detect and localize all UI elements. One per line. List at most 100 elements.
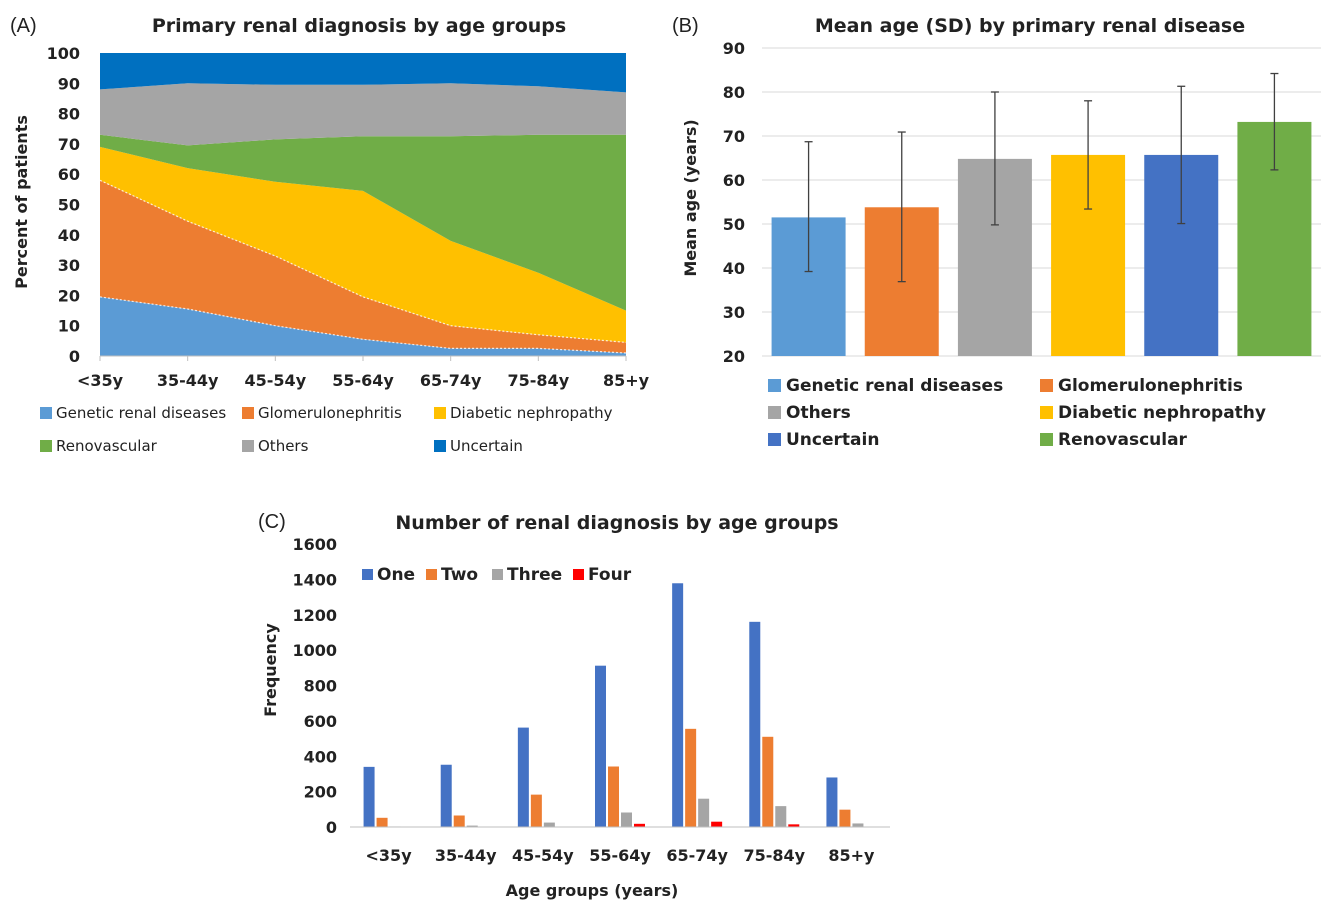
legend-swatch-renovascular — [1040, 433, 1053, 446]
panel-a-letter: (A) — [10, 15, 37, 37]
bar-two-85-y — [839, 809, 851, 827]
y-tick-label: 20 — [723, 347, 745, 366]
panel-a-legend: Genetic renal diseases Glomerulonephritis… — [40, 404, 613, 455]
legend-swatch-genetic-renal-diseases — [40, 407, 52, 419]
panel-a: (A) Primary renal diagnosis by age group… — [10, 15, 650, 455]
bar-two-75-84y — [762, 736, 774, 827]
area-renovascular — [100, 134, 626, 311]
legend-label-four: Four — [588, 565, 632, 585]
legend-swatch-four — [573, 569, 584, 580]
x-tick-label: 55-64y — [332, 371, 394, 390]
legend-swatch-others — [768, 406, 781, 419]
panel-a-x-ticks: <35y 35-44y 45-54y 55-64y 65-74y 75-84y 85+y — [77, 356, 650, 390]
area-diabetic-nephropathy — [100, 146, 626, 343]
bar-four-65-74y — [711, 821, 723, 827]
panel-a-areas — [99, 53, 627, 357]
bar-three-75-84y — [775, 806, 787, 827]
y-tick-label: 20 — [58, 286, 80, 305]
area-genetic-renal-diseases — [100, 296, 626, 356]
y-tick-label: 1600 — [292, 535, 337, 554]
bar-one-75-84y — [749, 621, 761, 827]
x-tick-label: 75-84y — [508, 371, 570, 390]
panel-c-y-ticks: 0 200 400 600 800 1000 1200 1400 1600 — [292, 535, 337, 837]
area-others — [100, 83, 626, 146]
panel-c-legend: One Two Three Four — [362, 565, 632, 585]
bar-three-85-y — [852, 823, 864, 827]
x-tick-label: 85+y — [603, 371, 650, 390]
y-tick-label: 70 — [723, 127, 745, 146]
x-tick-label: 35-44y — [157, 371, 219, 390]
bar-three-65-74y — [698, 798, 710, 827]
legend-label-one: One — [377, 565, 415, 585]
legend-swatch-three — [492, 569, 503, 580]
legend-label-glomerulonephritis: Glomerulonephritis — [258, 404, 402, 422]
bar-two-35y — [376, 817, 388, 827]
bar-three-45-54y — [543, 822, 555, 827]
y-tick-label: 50 — [58, 196, 80, 215]
x-tick-label: 85+y — [828, 846, 875, 865]
separator-genetic-renal-diseases — [99, 296, 627, 354]
y-tick-label: 90 — [723, 39, 745, 58]
panel-b-letter: (B) — [672, 15, 699, 37]
separator-glomerulonephritis — [99, 179, 627, 343]
legend-swatch-genetic-renal-diseases — [768, 379, 781, 392]
legend-label-two: Two — [441, 565, 478, 585]
bar-two-55-64y — [608, 766, 619, 827]
bar-two-35-44y — [453, 815, 465, 827]
bar-one-85-y — [826, 777, 838, 827]
legend-swatch-one — [362, 569, 373, 580]
legend-swatch-others — [242, 440, 254, 452]
panel-b-gridlines — [762, 47, 1321, 357]
legend-swatch-uncertain — [768, 433, 781, 446]
y-tick-label: 0 — [69, 347, 80, 366]
bar-four-55-64y — [634, 823, 645, 827]
legend-label-renovascular: Renovascular — [56, 437, 158, 455]
panel-b-y-axis-label: Mean age (years) — [681, 119, 700, 276]
panel-b-title: Mean age (SD) by primary renal disease — [815, 15, 1245, 37]
x-tick-label: 45-54y — [512, 846, 574, 865]
bar-three-55-64y — [621, 812, 632, 827]
legend-label-glomerulonephritis: Glomerulonephritis — [1058, 376, 1243, 396]
legend-label-diabetic-nephropathy: Diabetic nephropathy — [1058, 403, 1266, 423]
y-tick-label: 800 — [304, 677, 337, 696]
legend-swatch-two — [426, 569, 437, 580]
y-tick-label: 60 — [58, 165, 80, 184]
y-tick-label: 400 — [304, 747, 337, 766]
panel-c-x-axis-label: Age groups (years) — [506, 881, 679, 900]
bar-one-55-64y — [595, 665, 606, 827]
x-tick-label: 65-74y — [420, 371, 482, 390]
y-tick-label: 30 — [723, 303, 745, 322]
bar-one-35-44y — [440, 764, 452, 827]
bar-one-45-54y — [517, 727, 529, 827]
panel-a-y-ticks: 0 10 20 30 40 50 60 70 80 90 100 — [47, 44, 80, 366]
y-tick-label: 80 — [58, 105, 80, 124]
panel-a-y-axis-label: Percent of patients — [12, 115, 31, 289]
bar-one-65-74y — [672, 583, 684, 827]
bar-three-35-44y — [466, 825, 478, 827]
y-tick-label: 600 — [304, 712, 337, 731]
y-tick-label: 80 — [723, 83, 745, 102]
panel-b-bars — [771, 72, 1312, 356]
legend-label-renovascular: Renovascular — [1058, 430, 1188, 450]
legend-swatch-glomerulonephritis — [242, 407, 254, 419]
x-tick-label: 75-84y — [743, 846, 805, 865]
legend-label-genetic-renal-diseases: Genetic renal diseases — [786, 376, 1003, 396]
x-tick-label: 35-44y — [435, 846, 497, 865]
legend-label-uncertain: Uncertain — [450, 437, 523, 455]
area-uncertain — [100, 53, 626, 93]
panel-c-x-ticks: <35y 35-44y 45-54y 55-64y 65-74y 75-84y 85+y — [366, 846, 876, 865]
y-tick-label: 0 — [326, 818, 337, 837]
panel-b: (B) Mean age (SD) by primary renal disea… — [672, 15, 1321, 450]
panel-c-letter: (C) — [258, 511, 286, 533]
legend-swatch-renovascular — [40, 440, 52, 452]
y-tick-label: 40 — [723, 259, 745, 278]
panel-b-legend: Genetic renal diseases Glomerulonephritis… — [768, 376, 1266, 450]
x-tick-label: 55-64y — [589, 846, 651, 865]
legend-swatch-uncertain — [434, 440, 446, 452]
y-tick-label: 1200 — [292, 606, 337, 625]
panel-c: (C) Number of renal diagnosis by age gro… — [258, 511, 890, 900]
x-tick-label: <35y — [77, 371, 124, 390]
area-glomerulonephritis — [100, 180, 626, 353]
legend-label-genetic-renal-diseases: Genetic renal diseases — [56, 404, 226, 422]
